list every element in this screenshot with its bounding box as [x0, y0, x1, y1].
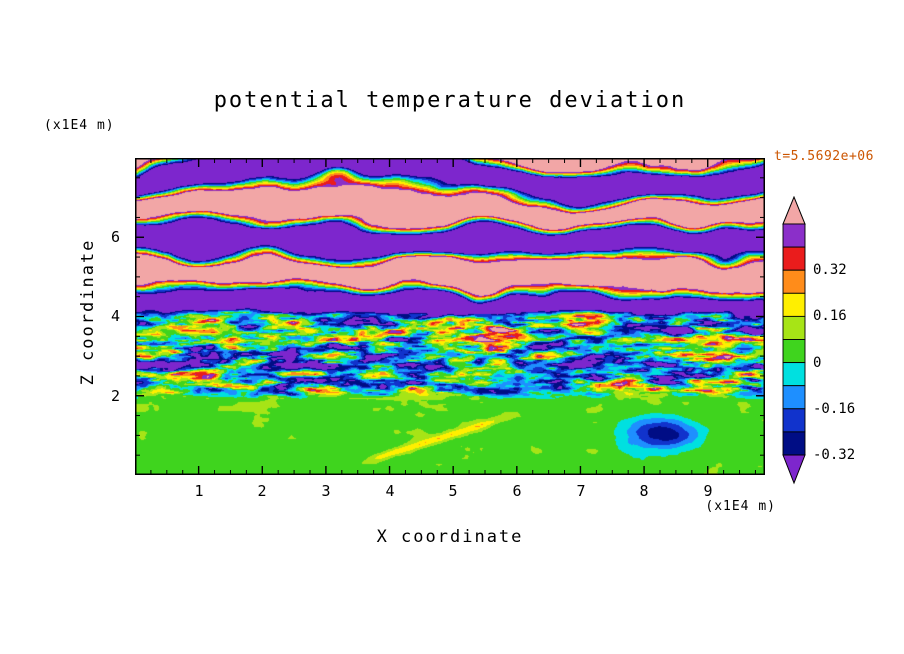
- colorbar-tick-label-4: -0.32: [813, 447, 856, 463]
- time-label: t=5.5692e+06: [774, 149, 874, 164]
- z-tick-label-4: 4: [110, 307, 120, 325]
- colorbar-tick-label-3: -0.16: [813, 401, 856, 417]
- colorbar-tick-label-1: 0.16: [813, 308, 847, 324]
- x-tick-label-6: 6: [512, 482, 522, 500]
- contour-field-canvas: [135, 158, 765, 475]
- x-tick-label-5: 5: [448, 482, 458, 500]
- x-tick-label-3: 3: [321, 482, 331, 500]
- colorbar-tick-label-2: 0: [813, 355, 822, 371]
- x-tick-label-1: 1: [194, 482, 204, 500]
- plot-frame: [135, 158, 765, 475]
- x-axis-units-label: (x1E4 m): [705, 499, 776, 514]
- plot-title: potential temperature deviation: [213, 88, 687, 113]
- x-tick-label-4: 4: [385, 482, 395, 500]
- z-tick-label-2: 2: [110, 387, 120, 405]
- colorbar-tick-label-0: 0.32: [813, 262, 847, 278]
- z-tick-label-6: 6: [110, 228, 120, 246]
- x-tick-label-7: 7: [576, 482, 586, 500]
- x-axis-title: X coordinate: [376, 527, 524, 547]
- colorbar: [782, 196, 806, 485]
- x-tick-label-2: 2: [257, 482, 267, 500]
- x-tick-label-8: 8: [639, 482, 649, 500]
- x-tick-label-9: 9: [703, 482, 713, 500]
- z-axis-units-label: (x1E4 m): [44, 118, 115, 133]
